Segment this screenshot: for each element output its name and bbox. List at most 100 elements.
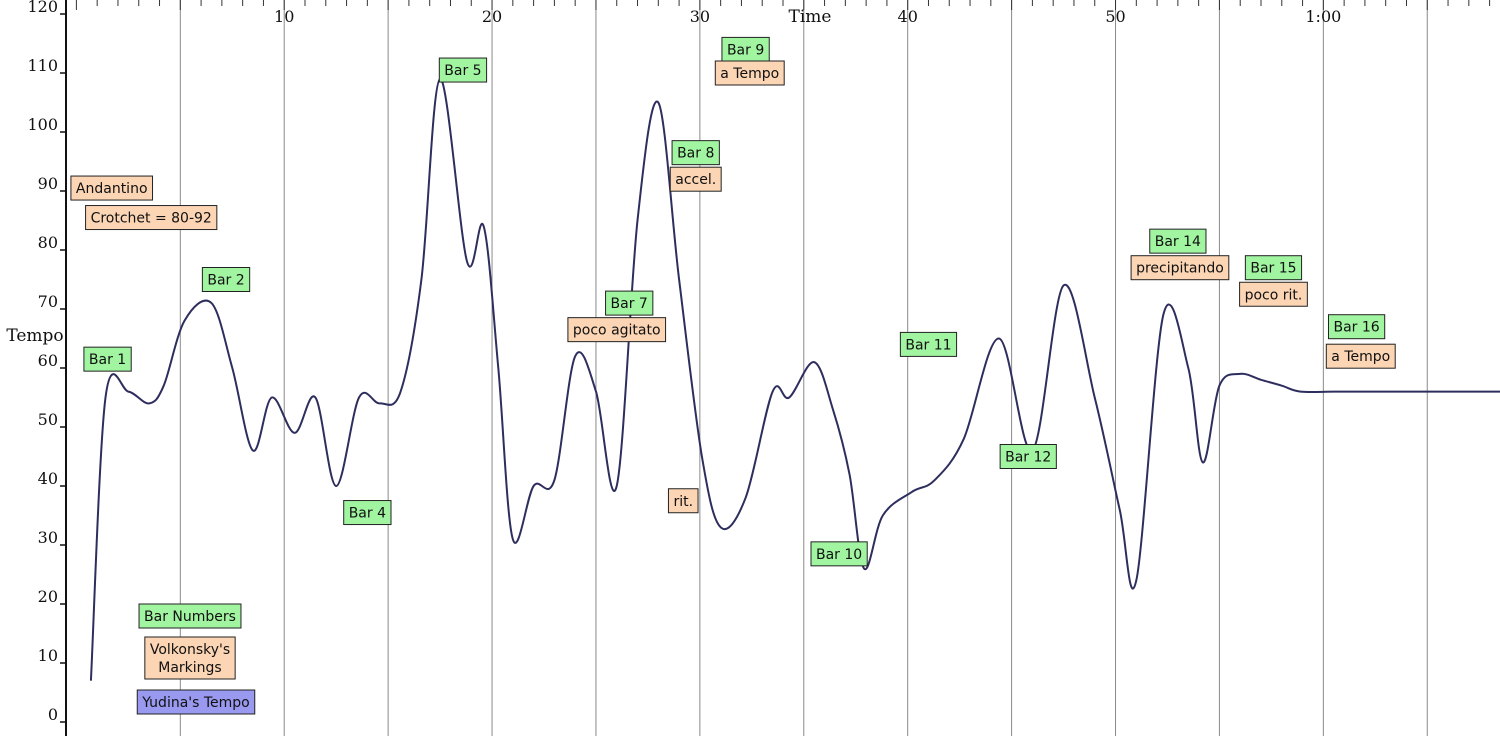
bar-number-label-box — [999, 444, 1057, 469]
bar-number-label: Bar 2 — [201, 267, 251, 292]
bar-number-label: Bar 4 — [343, 500, 392, 526]
y-tick-label: 120 — [27, 0, 58, 16]
bar-number-label: Bar 9 — [721, 36, 770, 62]
bar-number-label-box — [721, 36, 770, 62]
series-lines — [89, 77, 1500, 681]
legend-yudina-tempo: Yudina's Tempo — [136, 689, 256, 715]
bar-number-label: Bar 12 — [999, 444, 1057, 469]
series-line-yudina-tempo — [89, 77, 1500, 681]
bar-number-label-box — [343, 500, 392, 526]
bar-number-label: Bar 16 — [1327, 314, 1386, 340]
bar-number-label: Bar 11 — [899, 331, 958, 357]
legend-volkonsky-markings-text: Volkonsky's — [150, 642, 230, 658]
volkonsky-marking-label-text: a Tempo — [1331, 349, 1390, 365]
volkonsky-marking-label-box — [1239, 281, 1308, 307]
volkonsky-marking-label: poco agitato — [567, 317, 667, 343]
volkonsky-marking-label: precipitando — [1130, 255, 1230, 281]
x-tick-label: 20 — [482, 7, 502, 26]
volkonsky-marking-label: accel. — [669, 166, 722, 192]
bar-number-label: Bar 15 — [1244, 255, 1303, 281]
bar-number-label-box — [1149, 228, 1207, 254]
volkonsky-marking-label: a Tempo — [1325, 343, 1396, 369]
bar-number-label-text: Bar 16 — [1333, 320, 1379, 336]
y-tick-label: 100 — [27, 115, 58, 134]
volkonsky-marking-label-text: poco rit. — [1245, 287, 1303, 303]
bar-number-label-text: Bar 9 — [727, 42, 764, 58]
grid-lines — [179, 0, 1428, 736]
x-tick-label: 1:00 — [1305, 7, 1341, 26]
legend-bar-numbers-box — [138, 603, 242, 629]
bar-number-label-text: Bar 8 — [677, 146, 714, 162]
volkonsky-marking-label-box — [667, 488, 699, 514]
bar-number-label-box — [899, 331, 958, 357]
bar-number-label-text: Bar 4 — [349, 506, 386, 522]
volkonsky-marking-label-box — [567, 317, 667, 343]
volkonsky-marking-label-text: a Tempo — [720, 66, 779, 82]
y-tick-label: 10 — [38, 646, 58, 665]
volkonsky-marking-label-text: Crotchet = 80-92 — [91, 211, 212, 227]
bar-number-label-box — [83, 346, 132, 372]
bar-number-label-text: Bar 15 — [1250, 261, 1296, 277]
bar-number-label: Bar 7 — [605, 290, 654, 316]
legend-volkonsky-markings-text: Markings — [158, 660, 221, 676]
bar-number-label: Bar 8 — [671, 140, 720, 166]
volkonsky-marking-label-box — [1325, 343, 1396, 369]
y-tick-label: 40 — [38, 469, 58, 488]
bar-number-label-box — [1244, 255, 1303, 281]
volkonsky-marking-label-box — [70, 175, 154, 201]
volkonsky-marking-label-text: poco agitato — [573, 323, 661, 339]
bar-number-label-text: Bar 12 — [1005, 450, 1051, 466]
legend-yudina-tempo-text: Yudina's Tempo — [141, 695, 250, 711]
bar-number-label-box — [671, 140, 720, 166]
legend-bar-numbers: Bar Numbers — [138, 603, 242, 629]
bar-number-label: Bar 10 — [810, 541, 868, 567]
bar-number-label-text: Bar 2 — [207, 273, 244, 289]
volkonsky-marking-label-box — [669, 166, 722, 192]
bar-number-label-text: Bar 5 — [444, 63, 481, 79]
volkonsky-marking-label-box — [85, 205, 218, 231]
bar-number-label-text: Bar 1 — [89, 352, 126, 368]
volkonsky-marking-label-box — [714, 60, 785, 86]
y-tick-label: 20 — [38, 587, 58, 606]
legend-volkonsky-markings-box — [144, 636, 236, 680]
volkonsky-marking-label-text: accel. — [675, 172, 716, 188]
y-tick-label: 60 — [38, 351, 58, 370]
y-tick-label: 30 — [38, 528, 58, 547]
annotations: Bar 1 Bar 2 Bar 4 Bar 5 Bar 7 Bar 8 Bar 9 Bar 1… — [70, 36, 1396, 567]
volkonsky-marking-label: poco rit. — [1239, 281, 1308, 307]
bar-number-label-text: Bar 11 — [905, 337, 951, 353]
legend-volkonsky-markings: Volkonsky's Markings — [144, 636, 236, 680]
y-tick-label: 110 — [27, 56, 58, 75]
volkonsky-marking-label-text: rit. — [673, 494, 693, 510]
x-tick-label: 50 — [1105, 7, 1125, 26]
x-tick-label: 10 — [274, 7, 294, 26]
y-tick-label: 90 — [38, 174, 58, 193]
y-tick-label: 70 — [38, 292, 58, 311]
legend-bar-numbers-text: Bar Numbers — [144, 609, 236, 625]
legend: Bar Numbers Volkonsky's Markings Yudina's T… — [136, 603, 256, 715]
bar-number-label: Bar 1 — [83, 346, 132, 372]
volkonsky-marking-label: Andantino — [70, 175, 154, 201]
bar-number-label: Bar 14 — [1149, 228, 1207, 254]
y-tick-label: 50 — [38, 410, 58, 429]
bar-number-label: Bar 5 — [438, 57, 488, 83]
bar-number-label-box — [1327, 314, 1386, 340]
volkonsky-marking-label: Crotchet = 80-92 — [85, 205, 218, 231]
volkonsky-marking-label: a Tempo — [714, 60, 785, 86]
x-tick-label: 40 — [898, 7, 918, 26]
y-axis-title: Tempo — [6, 326, 63, 346]
tick-labels: 0 10 20 30 40 50 60 70 80 90 100 110 120 10 20 30 40 50 1:… — [27, 0, 1491, 724]
y-tick-label: 0 — [48, 705, 58, 724]
bar-number-label-text: Bar 14 — [1155, 234, 1201, 250]
bar-number-label-box — [201, 267, 251, 292]
bar-number-label-text: Bar 7 — [611, 296, 648, 312]
volkonsky-marking-label-box — [1130, 255, 1230, 281]
bar-number-label-text: Bar 10 — [816, 547, 862, 563]
volkonsky-marking-label-text: precipitando — [1136, 261, 1224, 277]
x-tick-label: 30 — [690, 7, 710, 26]
volkonsky-marking-label-text: Andantino — [76, 181, 148, 197]
volkonsky-marking-label: rit. — [667, 488, 699, 514]
x-axis-title: Time — [789, 7, 832, 27]
bar-number-label-box — [810, 541, 868, 567]
